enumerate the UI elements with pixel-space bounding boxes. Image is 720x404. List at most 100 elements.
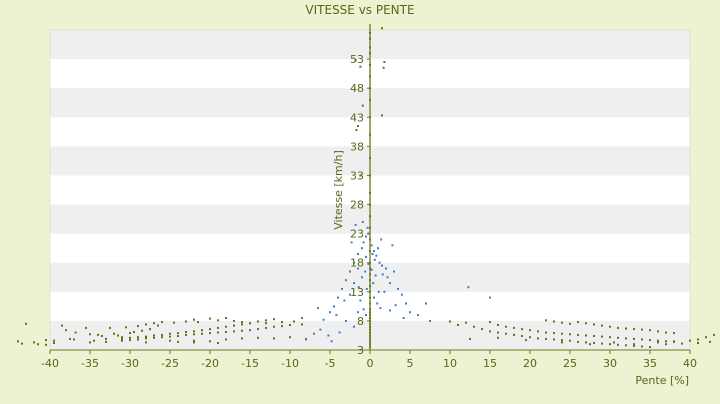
data-point: [397, 287, 399, 290]
y-tick-label: 33: [350, 169, 364, 182]
data-point: [153, 322, 155, 325]
data-point: [329, 311, 331, 314]
data-point: [337, 296, 339, 299]
data-point: [37, 343, 39, 346]
data-point: [169, 339, 171, 342]
x-tick-label: 35: [643, 357, 657, 370]
data-point: [577, 333, 579, 336]
data-point: [105, 337, 107, 340]
data-point: [577, 321, 579, 324]
data-point: [53, 342, 55, 344]
x-tick-label: 10: [443, 357, 457, 370]
data-point: [365, 235, 367, 238]
data-point: [121, 337, 123, 340]
data-point: [193, 318, 195, 321]
data-point: [394, 304, 397, 307]
data-point: [293, 320, 295, 323]
data-point: [17, 340, 19, 343]
data-point: [633, 344, 635, 347]
data-point: [97, 333, 99, 336]
data-point: [366, 226, 369, 229]
data-point: [327, 334, 330, 337]
data-point: [177, 332, 179, 335]
data-point: [375, 254, 378, 257]
y-tick-label: 38: [350, 140, 364, 153]
data-point: [609, 343, 611, 346]
data-point: [345, 319, 347, 322]
data-point: [121, 336, 123, 339]
data-point: [697, 338, 699, 341]
data-point: [381, 27, 383, 30]
data-point: [141, 329, 143, 332]
data-point: [561, 341, 563, 344]
data-point: [617, 343, 619, 346]
data-point: [257, 336, 259, 339]
data-point: [545, 337, 547, 340]
data-point: [489, 330, 491, 333]
x-tick-label: 0: [367, 357, 374, 370]
data-point: [553, 338, 555, 341]
data-point: [65, 329, 67, 332]
data-point: [601, 342, 603, 345]
x-tick-label: -30: [121, 357, 139, 370]
data-point: [365, 287, 368, 290]
x-tick-label: 15: [483, 357, 497, 370]
data-point: [367, 262, 370, 265]
data-point: [370, 268, 373, 271]
data-point: [585, 334, 587, 337]
data-point: [713, 333, 715, 336]
data-point: [633, 343, 635, 346]
data-point: [349, 270, 351, 273]
data-point: [249, 329, 251, 332]
data-point: [357, 311, 359, 314]
data-point: [241, 321, 243, 324]
data-point: [354, 59, 357, 62]
data-point: [625, 344, 627, 347]
data-point: [93, 339, 95, 342]
data-point: [357, 267, 359, 270]
data-point: [362, 308, 365, 311]
x-tick-label: -5: [325, 357, 336, 370]
tick-layer: -40 -35 -30 -25 -20 -15 -10 -5 0 5 10 15 20 25 30 35 40 3…: [41, 53, 697, 370]
y-tick-label: 28: [350, 199, 364, 212]
data-point: [74, 331, 77, 334]
data-point: [153, 334, 155, 337]
data-point: [357, 286, 360, 289]
data-point: [585, 341, 587, 344]
data-point: [121, 339, 123, 342]
data-point: [129, 332, 131, 335]
data-point: [386, 276, 389, 279]
data-point: [241, 323, 243, 326]
data-point: [338, 331, 341, 334]
data-point: [481, 328, 483, 331]
data-point: [209, 317, 211, 320]
data-point: [273, 337, 275, 340]
data-point: [281, 321, 283, 324]
data-point: [249, 322, 251, 325]
data-point: [601, 335, 603, 338]
data-point: [201, 332, 203, 335]
data-point: [641, 328, 643, 331]
data-point: [113, 332, 115, 335]
data-point: [109, 326, 111, 329]
data-point: [377, 247, 379, 250]
data-point: [117, 334, 119, 337]
data-point: [301, 323, 303, 326]
data-point: [73, 338, 75, 341]
data-point: [497, 331, 499, 334]
data-point: [362, 241, 365, 244]
x-tick-label: -25: [161, 357, 179, 370]
data-point: [233, 330, 235, 333]
data-point: [177, 335, 179, 337]
data-point: [361, 276, 363, 279]
data-point: [513, 333, 515, 336]
data-point: [665, 331, 667, 334]
data-point: [429, 319, 431, 322]
x-tick-label: -20: [201, 357, 219, 370]
data-point: [341, 287, 343, 290]
data-point: [217, 319, 219, 322]
data-point: [193, 341, 195, 344]
data-point: [489, 296, 491, 299]
data-point: [149, 328, 151, 331]
data-point: [133, 331, 135, 333]
